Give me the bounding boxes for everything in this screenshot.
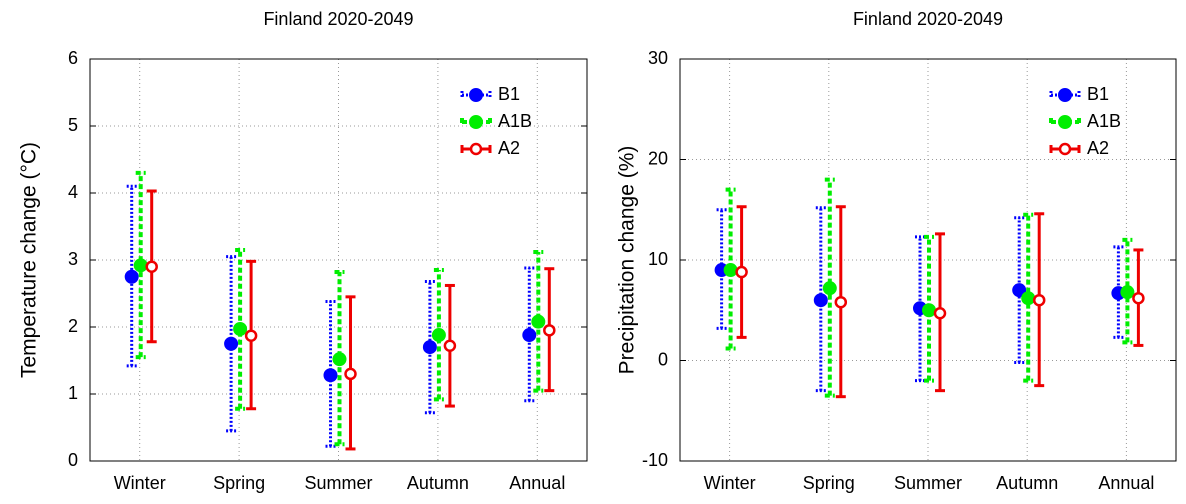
y-tick-label: 20 — [648, 148, 668, 168]
x-tick-label: Spring — [803, 473, 855, 493]
y-tick-label: 6 — [68, 48, 78, 68]
x-tick-label: Winter — [704, 473, 756, 493]
point — [822, 281, 837, 296]
y-tick-label: 0 — [68, 450, 78, 470]
point — [1032, 293, 1046, 307]
point — [1120, 285, 1135, 300]
chart-title: Finland 2020-2049 — [853, 9, 1003, 29]
point — [922, 303, 936, 318]
point — [332, 352, 347, 367]
y-tick-label: 3 — [68, 249, 78, 269]
point — [344, 367, 357, 381]
y-tick-label: 5 — [68, 115, 78, 135]
legend-swatch — [469, 88, 483, 102]
legend-swatch — [469, 142, 483, 156]
point — [813, 293, 828, 308]
point — [244, 329, 258, 342]
y-axis-label: Temperature change (°C) — [18, 142, 41, 378]
x-tick-label: Autumn — [407, 473, 469, 493]
legend-swatch — [469, 115, 483, 129]
x-tick-label: Summer — [304, 473, 372, 493]
chart: Finland 2020-2049 Temperature change (°C)… — [18, 9, 588, 493]
legend-swatch — [1058, 88, 1072, 102]
legend-label: B1 — [498, 84, 520, 104]
x-tick-label: Annual — [509, 473, 565, 493]
point — [735, 265, 748, 279]
legend-swatch — [1058, 115, 1072, 129]
y-tick-label: 4 — [68, 182, 78, 202]
point — [124, 269, 139, 284]
x-tick-label: Spring — [213, 473, 265, 493]
y-tick-label: 0 — [658, 349, 668, 369]
legend-label: B1 — [1087, 84, 1109, 104]
x-tick-label: Summer — [894, 473, 962, 493]
point — [531, 314, 546, 329]
plot-frame — [89, 58, 588, 462]
point — [1021, 291, 1036, 306]
y-tick-label: 2 — [68, 316, 78, 336]
legend-swatch — [1058, 142, 1072, 156]
chart-title: Finland 2020-2049 — [263, 9, 413, 29]
point — [431, 328, 446, 343]
point — [522, 328, 537, 343]
point — [543, 324, 556, 337]
point — [1132, 291, 1145, 305]
legend-label: A2 — [1087, 138, 1109, 158]
chart: Finland 2020-2049 Precipitation change (%… — [616, 9, 1177, 493]
point — [723, 263, 738, 278]
legend-label: A1B — [498, 111, 532, 131]
y-tick-label: 30 — [648, 48, 668, 68]
point — [443, 339, 457, 353]
point — [233, 322, 248, 337]
plot-frame — [679, 58, 1177, 462]
point — [1012, 283, 1027, 298]
y-tick-label: -10 — [642, 450, 668, 470]
point — [834, 295, 848, 309]
x-tick-label: Annual — [1098, 473, 1154, 493]
legend-label: A2 — [498, 138, 520, 158]
legend-label: A1B — [1087, 111, 1121, 131]
point — [323, 368, 338, 383]
x-tick-label: Winter — [114, 473, 166, 493]
point — [422, 340, 437, 355]
point — [145, 260, 158, 273]
point — [224, 336, 239, 351]
y-axis-label: Precipitation change (%) — [616, 146, 639, 375]
x-tick-label: Autumn — [996, 473, 1058, 493]
y-tick-label: 1 — [68, 383, 78, 403]
point — [933, 307, 947, 320]
y-tick-label: 10 — [648, 249, 668, 269]
point — [133, 258, 148, 273]
